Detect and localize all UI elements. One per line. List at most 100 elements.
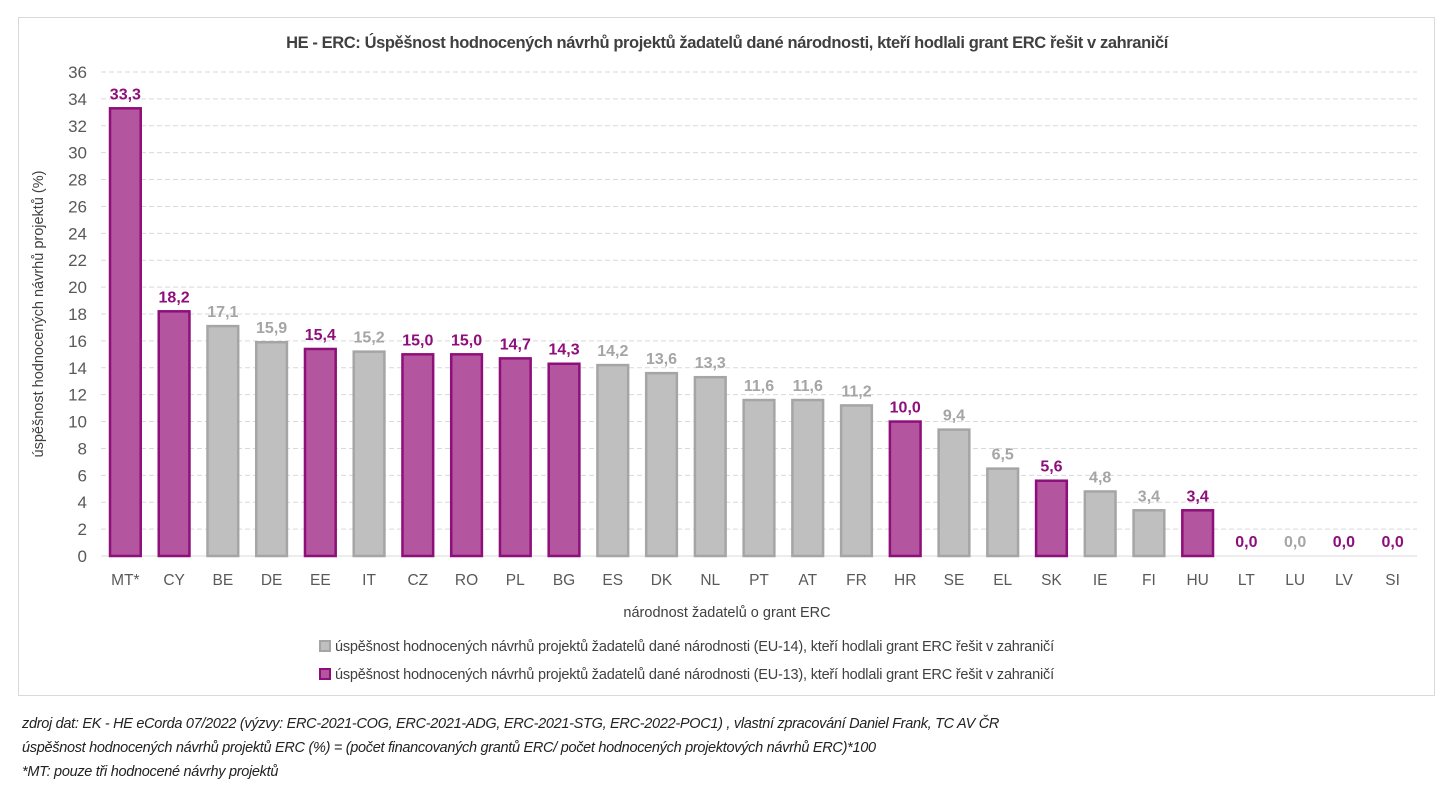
bar-es[interactable] xyxy=(596,363,630,558)
bar-at[interactable] xyxy=(791,398,825,558)
data-label: 15,9 xyxy=(256,320,287,337)
x-tick-label: EE xyxy=(310,572,331,589)
bar-mt[interactable] xyxy=(108,107,142,558)
data-label: 15,4 xyxy=(305,327,336,344)
y-tick-label: 4 xyxy=(78,493,87,512)
x-tick-label: PT xyxy=(749,572,769,589)
data-label: 14,7 xyxy=(500,336,531,353)
data-label: 6,5 xyxy=(992,447,1014,464)
x-tick-label: HU xyxy=(1186,572,1208,589)
x-tick-label: LU xyxy=(1285,572,1305,589)
bar-ee[interactable] xyxy=(303,347,337,558)
bar-fi[interactable] xyxy=(1132,509,1166,558)
bar-cz[interactable] xyxy=(401,353,435,558)
bar-hr[interactable] xyxy=(888,420,922,558)
x-tick-label: BG xyxy=(553,572,575,589)
y-tick-label: 28 xyxy=(68,171,87,190)
bar-cy[interactable] xyxy=(157,310,191,558)
data-label: 11,6 xyxy=(793,378,823,395)
bar-chart: HE - ERC: Úspěšnost hodnocených návrhů p… xyxy=(31,33,1417,683)
x-tick-label: IE xyxy=(1093,572,1108,589)
y-tick-label: 24 xyxy=(68,224,87,243)
y-tick-label: 30 xyxy=(68,144,87,163)
x-tick-label: IT xyxy=(362,572,376,589)
bar-it[interactable] xyxy=(352,350,386,558)
x-tick-label: ES xyxy=(602,572,623,589)
bar-ie[interactable] xyxy=(1083,490,1117,558)
data-label: 18,2 xyxy=(159,289,190,306)
data-label: 11,2 xyxy=(841,383,871,400)
y-tick-label: 6 xyxy=(78,466,87,485)
x-tick-label: FI xyxy=(1142,572,1156,589)
legend-label-eu14: úspěšnost hodnocených návrhů projektů ža… xyxy=(335,639,1054,655)
bar-nl[interactable] xyxy=(693,375,727,558)
y-tick-label: 2 xyxy=(78,520,87,539)
bar-pl[interactable] xyxy=(498,357,532,558)
x-tick-label: SI xyxy=(1385,572,1400,589)
x-tick-label: CZ xyxy=(407,572,428,589)
legend-label-eu13: úspěšnost hodnocených návrhů projektů ža… xyxy=(335,667,1054,683)
data-label: 33,3 xyxy=(110,86,141,103)
x-tick-label: AT xyxy=(798,572,817,589)
data-label: 15,0 xyxy=(451,332,482,349)
data-label: 0,0 xyxy=(1333,534,1355,551)
y-tick-label: 32 xyxy=(68,117,87,136)
y-tick-label: 12 xyxy=(68,386,87,405)
y-tick-label: 36 xyxy=(68,63,87,82)
data-label: 13,6 xyxy=(646,351,677,368)
data-labels: 33,3 18,2 17,1 15,9 15,4 15,2 15,0 15,0 14,7 14,3… xyxy=(110,86,1404,551)
y-axis-title: úspěšnost hodnocených návrhů projektů (%… xyxy=(31,171,47,458)
data-label: 15,2 xyxy=(354,330,385,347)
x-tick-label: SE xyxy=(944,572,965,589)
y-tick-label: 18 xyxy=(68,305,87,324)
x-tick-label: LV xyxy=(1335,572,1353,589)
x-tick-label: HR xyxy=(894,572,916,589)
bar-pt[interactable] xyxy=(742,398,776,558)
legend-swatch-eu13 xyxy=(319,668,331,680)
bar-el[interactable] xyxy=(986,467,1020,558)
chart-title: HE - ERC: Úspěšnost hodnocených návrhů p… xyxy=(286,33,1170,52)
x-tick-label: RO xyxy=(455,572,478,589)
bar-ro[interactable] xyxy=(449,353,484,558)
bars xyxy=(108,107,1215,558)
x-axis-title: národnost žadatelů o grant ERC xyxy=(623,605,830,621)
x-tick-label: DE xyxy=(261,572,283,589)
x-tick-label: EL xyxy=(993,572,1012,589)
legend: úspěšnost hodnocených návrhů projektů ža… xyxy=(319,639,1054,683)
footnote-source: zdroj dat: EK - HE eCorda 07/2022 (výzvy… xyxy=(22,716,1000,732)
x-tick-label: DK xyxy=(651,572,673,589)
data-label: 3,4 xyxy=(1138,488,1160,505)
x-tick-label: FR xyxy=(846,572,867,589)
bar-se[interactable] xyxy=(937,428,971,558)
x-tick-label: SK xyxy=(1041,572,1062,589)
bar-bg[interactable] xyxy=(547,362,581,558)
y-tick-label: 34 xyxy=(68,90,87,109)
x-tick-label: PL xyxy=(506,572,525,589)
x-tick-label: NL xyxy=(700,572,720,589)
data-label: 4,8 xyxy=(1089,469,1111,486)
x-tick-label: BE xyxy=(213,572,234,589)
bar-hu[interactable] xyxy=(1181,509,1215,558)
legend-swatch-eu14 xyxy=(319,640,331,652)
bar-be[interactable] xyxy=(206,324,240,558)
legend-item-eu14[interactable]: úspěšnost hodnocených návrhů projektů ža… xyxy=(319,639,1054,655)
data-label: 17,1 xyxy=(207,304,238,321)
data-label: 13,3 xyxy=(695,355,726,372)
data-label: 5,6 xyxy=(1040,459,1062,476)
bar-sk[interactable] xyxy=(1034,479,1069,558)
bar-dk[interactable] xyxy=(644,371,679,558)
bar-de[interactable] xyxy=(254,340,289,558)
data-label: 10,0 xyxy=(890,400,921,417)
data-label: 14,2 xyxy=(597,343,628,360)
bar-fr[interactable] xyxy=(839,404,874,558)
x-tick-label: LT xyxy=(1238,572,1255,589)
x-tick-label: CY xyxy=(163,572,185,589)
y-tick-label: 26 xyxy=(68,197,87,216)
y-tick-label: 20 xyxy=(68,278,87,297)
legend-item-eu13[interactable]: úspěšnost hodnocených návrhů projektů ža… xyxy=(319,667,1054,683)
y-tick-label: 0 xyxy=(78,547,87,566)
data-label: 0,0 xyxy=(1284,534,1306,551)
y-tick-label: 8 xyxy=(78,439,87,458)
data-label: 0,0 xyxy=(1235,534,1257,551)
data-label: 15,0 xyxy=(402,332,433,349)
